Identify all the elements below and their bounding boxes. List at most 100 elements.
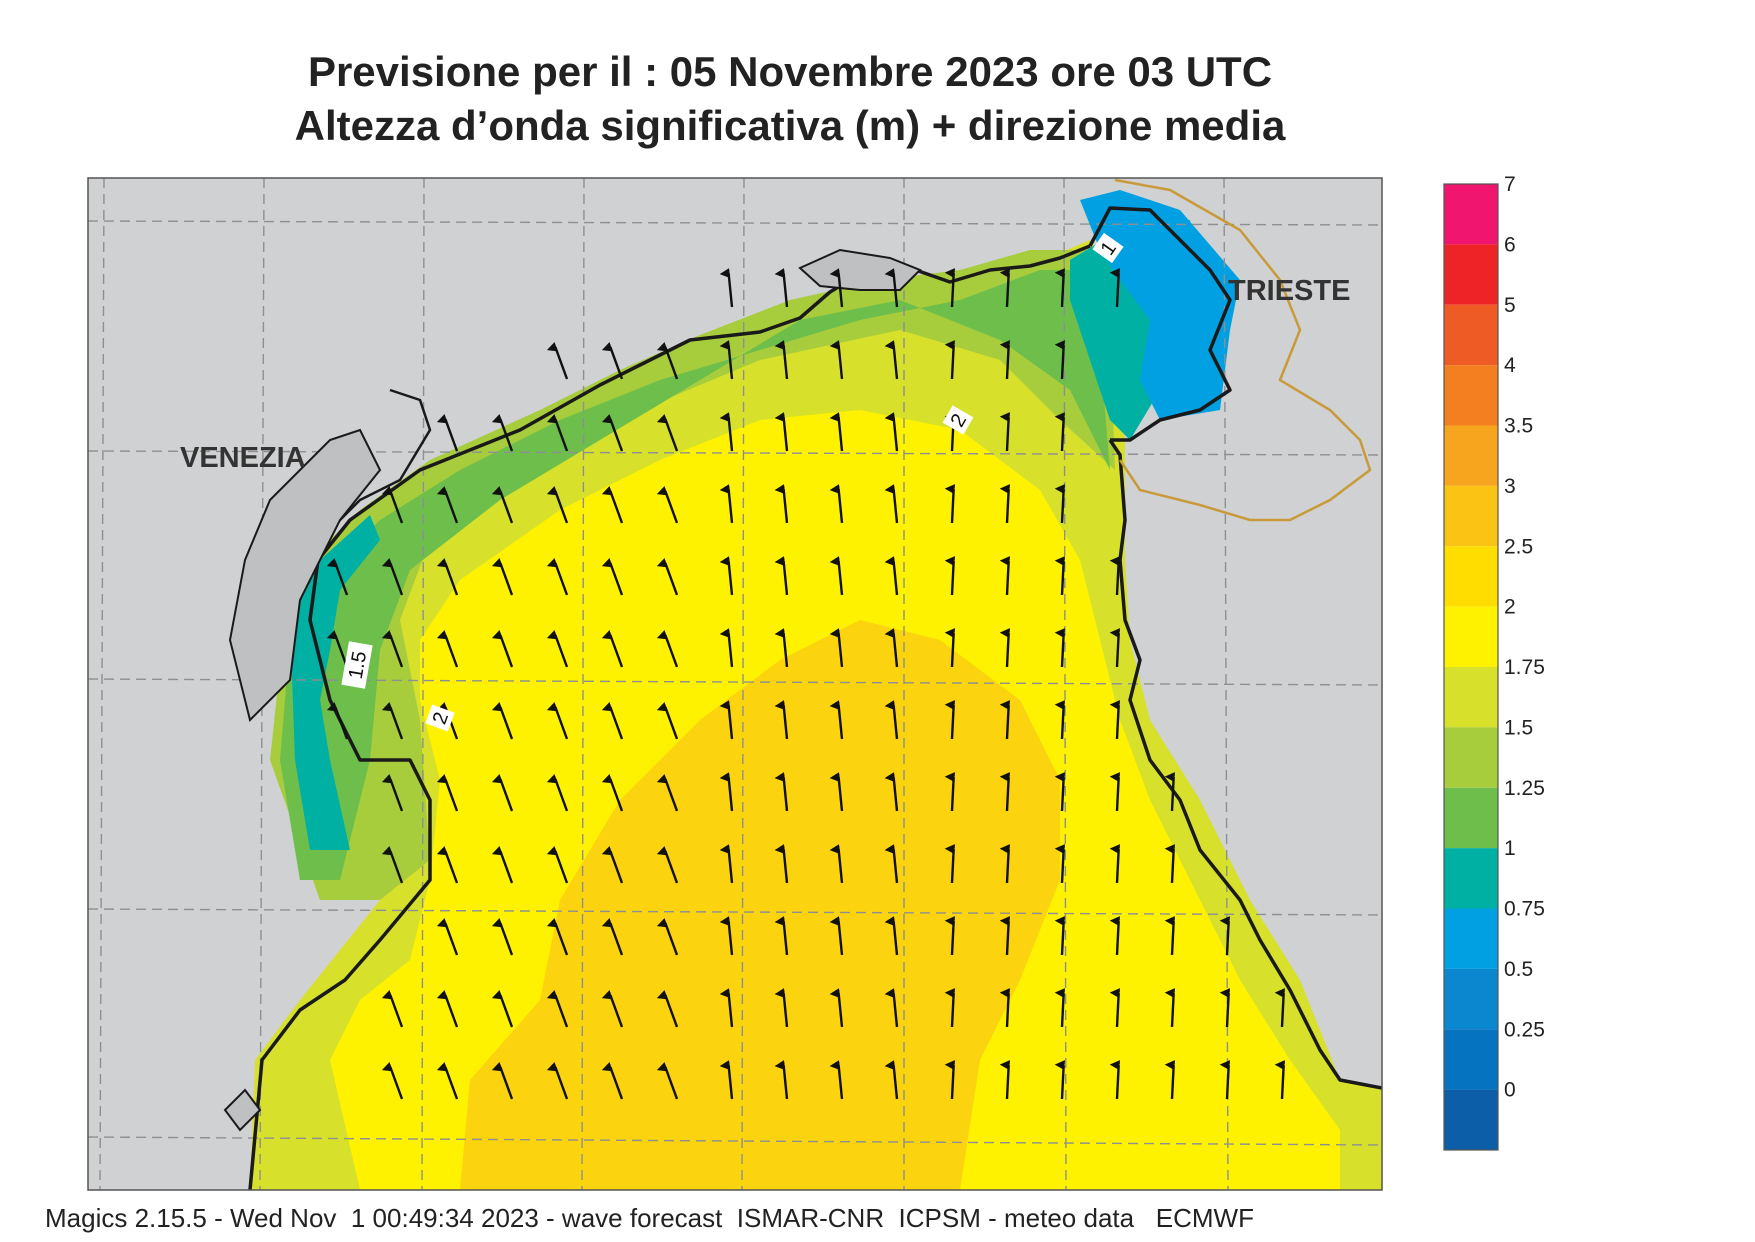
- graticule: [88, 178, 1382, 1190]
- wave-direction-arrow: [884, 988, 899, 1028]
- wave-direction-arrow: [656, 342, 679, 380]
- wave-direction-arrow: [656, 918, 679, 956]
- wave-direction-arrow: [829, 340, 844, 380]
- wave-direction-arrow: [1054, 1060, 1065, 1100]
- wave-direction-arrow: [1109, 772, 1120, 812]
- wave-direction-arrow: [601, 486, 624, 524]
- wave-direction-arrow: [774, 628, 789, 668]
- sea-region-1.25: [280, 270, 1110, 880]
- colorbar-frame: [1443, 183, 1499, 1151]
- wave-direction-arrow: [546, 342, 569, 380]
- wave-direction-arrow: [1109, 268, 1120, 308]
- wave-direction-arrow: [546, 558, 569, 596]
- wave-direction-arrow: [381, 630, 404, 668]
- colorbar-swatch: [1444, 304, 1498, 366]
- wave-direction-arrow: [944, 340, 955, 380]
- wave-direction-arrow: [774, 484, 789, 524]
- wave-direction-arrow: [884, 556, 899, 596]
- wave-direction-arrow: [829, 844, 844, 884]
- wave-direction-arrow: [829, 484, 844, 524]
- forecast-subtitle: Altezza d’onda significativa (m) + direz…: [294, 102, 1286, 149]
- wave-direction-arrow: [601, 774, 624, 812]
- wave-direction-arrow: [829, 916, 844, 956]
- colorbar-tick-label: 6: [1504, 233, 1516, 256]
- wave-direction-arrow: [774, 412, 789, 452]
- wave-direction-arrow: [1109, 1060, 1120, 1100]
- contour-label-1.5: 1.5: [341, 641, 373, 689]
- contour-label-2-west: 2: [425, 704, 455, 732]
- contour-label-1: 1: [1092, 232, 1124, 264]
- wave-direction-arrow: [829, 268, 844, 308]
- wave-direction-arrow: [656, 414, 679, 452]
- colorbar-swatch: [1444, 485, 1498, 547]
- wave-direction-arrow: [829, 700, 844, 740]
- wave-direction-arrow: [1109, 628, 1120, 668]
- wave-direction-arrow: [719, 988, 734, 1028]
- map-area: 1 2 1.5 2 VENEZIA TRIESTE: [88, 178, 1382, 1190]
- city-label-venezia: VENEZIA: [180, 442, 306, 474]
- wave-direction-arrow: [546, 990, 569, 1028]
- wave-direction-arrow: [999, 556, 1010, 596]
- wave-direction-arrow: [546, 846, 569, 884]
- sea-region-2.5: [460, 620, 1060, 1190]
- wave-direction-arrow: [381, 774, 404, 812]
- wave-direction-arrow: [436, 414, 459, 452]
- colorbar-swatch: [1444, 1029, 1498, 1090]
- wave-direction-arrow: [774, 556, 789, 596]
- wave-direction-arrow: [1219, 916, 1230, 956]
- wave-direction-arrow: [1274, 988, 1285, 1028]
- wave-direction-arrow: [944, 1060, 955, 1100]
- wave-direction-arrow: [999, 484, 1010, 524]
- wave-direction-arrow: [1054, 484, 1065, 524]
- wave-direction-arrow: [1219, 1060, 1230, 1100]
- wave-direction-arrow: [774, 988, 789, 1028]
- colorbar-tick-label: 4: [1504, 354, 1516, 377]
- wave-direction-arrow: [436, 558, 459, 596]
- map-frame: [87, 177, 1383, 1191]
- colorbar-tick-label: 0.75: [1504, 898, 1545, 921]
- colorbar-swatch: [1444, 425, 1498, 486]
- wave-direction-arrow: [491, 414, 514, 452]
- wave-direction-arrow: [1274, 1060, 1285, 1100]
- wave-direction-arrow: [1054, 268, 1065, 308]
- wave-direction-arrow: [944, 844, 955, 884]
- wave-direction-arrow: [774, 700, 789, 740]
- wave-direction-arrow: [944, 988, 955, 1028]
- wave-direction-arrow: [774, 844, 789, 884]
- wave-direction-arrow: [381, 990, 404, 1028]
- colorbar-tick-label: 1.5: [1504, 716, 1533, 739]
- wave-direction-arrow: [719, 1060, 734, 1100]
- wave-direction-arrow: [546, 918, 569, 956]
- wave-direction-arrow: [601, 342, 624, 380]
- wave-direction-arrow: [1054, 916, 1065, 956]
- colorbar-tick-label: 2: [1504, 596, 1516, 619]
- footer-credits: Magics 2.15.5 - Wed Nov 1 00:49:34 2023 …: [45, 1203, 1254, 1233]
- colorbar-swatch: [1444, 908, 1498, 969]
- wave-direction-arrow: [829, 628, 844, 668]
- wave-direction-arrow: [774, 916, 789, 956]
- wave-direction-arrow: [719, 268, 734, 308]
- wave-direction-arrow: [829, 772, 844, 812]
- colorbar-tick-label: 3: [1504, 475, 1516, 498]
- wave-direction-arrow: [999, 1060, 1010, 1100]
- wave-direction-arrow: [1054, 844, 1065, 884]
- wave-direction-arrow: [436, 846, 459, 884]
- wave-direction-arrow: [326, 558, 349, 596]
- wave-direction-arrow: [999, 628, 1010, 668]
- colorbar-tick-label: 1.25: [1504, 777, 1545, 800]
- wave-direction-arrow: [601, 414, 624, 452]
- wave-direction-arrow: [884, 628, 899, 668]
- wave-direction-arrows: [326, 268, 1285, 1100]
- wave-direction-arrow: [944, 700, 955, 740]
- colorbar-swatch: [1444, 787, 1498, 849]
- colorbar-tick-label: 1: [1504, 837, 1516, 860]
- national-border: [1114, 178, 1372, 522]
- colorbar-swatch: [1444, 727, 1498, 788]
- colorbar-swatch: [1444, 606, 1498, 667]
- wave-direction-arrow: [719, 556, 734, 596]
- colorbar-swatch: [1444, 244, 1498, 305]
- wave-direction-arrow: [436, 774, 459, 812]
- wave-direction-arrow: [1109, 988, 1120, 1028]
- wave-direction-arrow: [1109, 844, 1120, 884]
- wave-direction-arrow: [999, 268, 1010, 308]
